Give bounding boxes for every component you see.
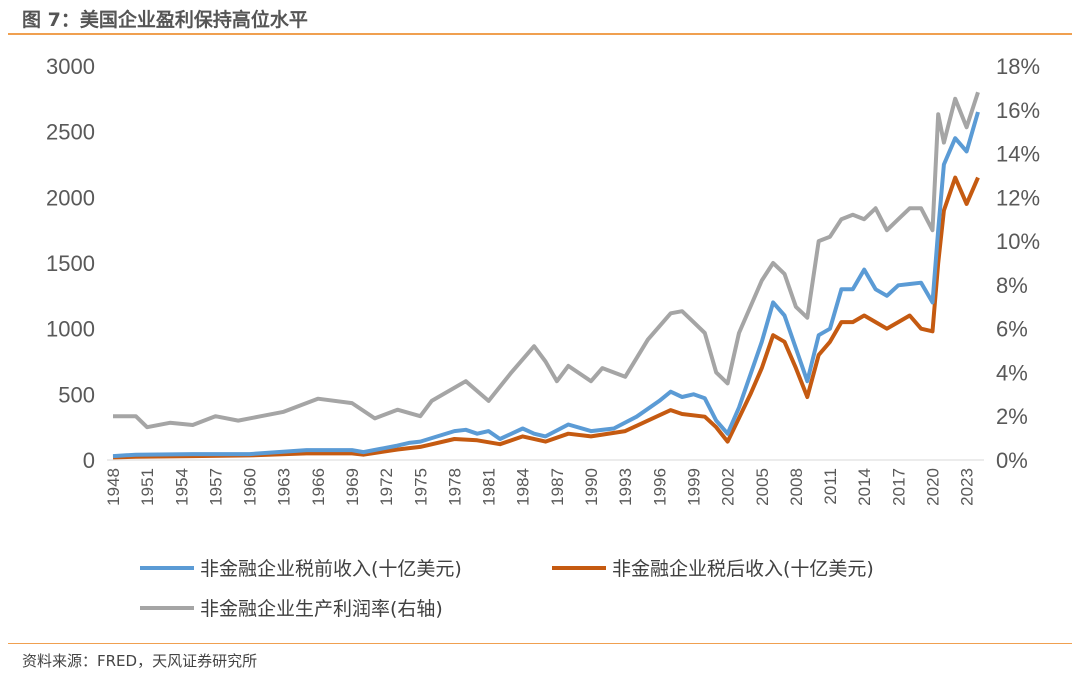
- right-y-tick-label: 6%: [996, 317, 1028, 342]
- legend-swatch: [140, 605, 194, 610]
- x-tick-label: 2017: [889, 468, 908, 506]
- legend-label: 非金融企业税后收入(十亿美元): [612, 558, 874, 580]
- left-y-tick-label: 1000: [46, 317, 95, 342]
- right-y-tick-label: 16%: [996, 98, 1040, 123]
- x-tick-label: 1984: [514, 468, 533, 506]
- right-y-tick-label: 12%: [996, 185, 1040, 210]
- x-tick-label: 2014: [855, 468, 874, 506]
- x-tick-label: 1990: [582, 468, 601, 506]
- chart: 0 500 1000 1500 2000 2500 3000 0% 2% 4% 6% 8% 10% 12%…: [46, 54, 1040, 506]
- legend-swatch: [552, 565, 606, 570]
- series-line: [113, 91, 980, 430]
- x-tick-label: 1954: [172, 468, 191, 506]
- x-tick-label: 2008: [787, 468, 806, 506]
- x-tick-label: 1978: [445, 468, 464, 506]
- x-tick-label: 1972: [377, 468, 396, 506]
- legend-item-margin: 非金融企业生产利润率(右轴): [140, 594, 443, 621]
- x-tick-label: 1957: [206, 468, 225, 506]
- right-y-tick-label: 18%: [996, 54, 1040, 79]
- x-tick-label: 1981: [480, 468, 499, 506]
- left-y-tick-label: 2000: [46, 185, 95, 210]
- x-tick-label: 1999: [684, 468, 703, 506]
- x-tick-label: 2023: [958, 468, 977, 506]
- right-y-tick-label: 2%: [996, 404, 1028, 429]
- right-y-tick-label: 4%: [996, 360, 1028, 385]
- legend-item-pretax: 非金融企业税前收入(十亿美元): [140, 554, 462, 581]
- x-tick-label: 1969: [343, 468, 362, 506]
- x-tick-label: 1948: [104, 468, 123, 506]
- chart-title: 图 7：美国企业盈利保持高位水平: [22, 9, 308, 31]
- series-line: [112, 175, 980, 460]
- x-tick-label: 2011: [821, 468, 840, 505]
- legend-swatch: [140, 565, 194, 570]
- x-tick-label: 1996: [650, 468, 669, 506]
- legend-label: 非金融企业生产利润率(右轴): [200, 598, 443, 620]
- left-y-tick-label: 1500: [46, 251, 95, 276]
- left-y-tick-label: 500: [58, 382, 95, 407]
- left-y-tick-label: 3000: [46, 54, 95, 79]
- x-tick-label: 1975: [411, 468, 430, 506]
- legend-label: 非金融企业税前收入(十亿美元): [200, 558, 462, 580]
- x-tick-label: 1993: [616, 468, 635, 506]
- x-tick-label: 2020: [923, 468, 942, 506]
- x-tick-label: 1987: [548, 468, 567, 506]
- right-y-tick-label: 14%: [996, 142, 1040, 167]
- right-y-tick-label: 10%: [996, 229, 1040, 254]
- x-tick-label: 1960: [241, 468, 260, 506]
- legend-item-aftertax: 非金融企业税后收入(十亿美元): [552, 554, 874, 581]
- title-divider: [8, 33, 1072, 35]
- x-tick-label: 2005: [753, 468, 772, 506]
- source-note: 资料来源：FRED，天风证券研究所: [22, 652, 258, 670]
- x-tick-label: 1966: [309, 468, 328, 506]
- left-y-tick-label: 2500: [46, 120, 95, 145]
- right-y-tick-label: 0%: [996, 448, 1028, 473]
- x-tick-label: 2002: [719, 468, 738, 506]
- source-divider: [8, 643, 1072, 644]
- right-y-tick-label: 8%: [996, 273, 1028, 298]
- left-y-tick-label: 0: [83, 448, 95, 473]
- x-tick-label: 1963: [275, 468, 294, 506]
- x-tick-label: 1951: [138, 468, 157, 506]
- series-line: [112, 111, 980, 459]
